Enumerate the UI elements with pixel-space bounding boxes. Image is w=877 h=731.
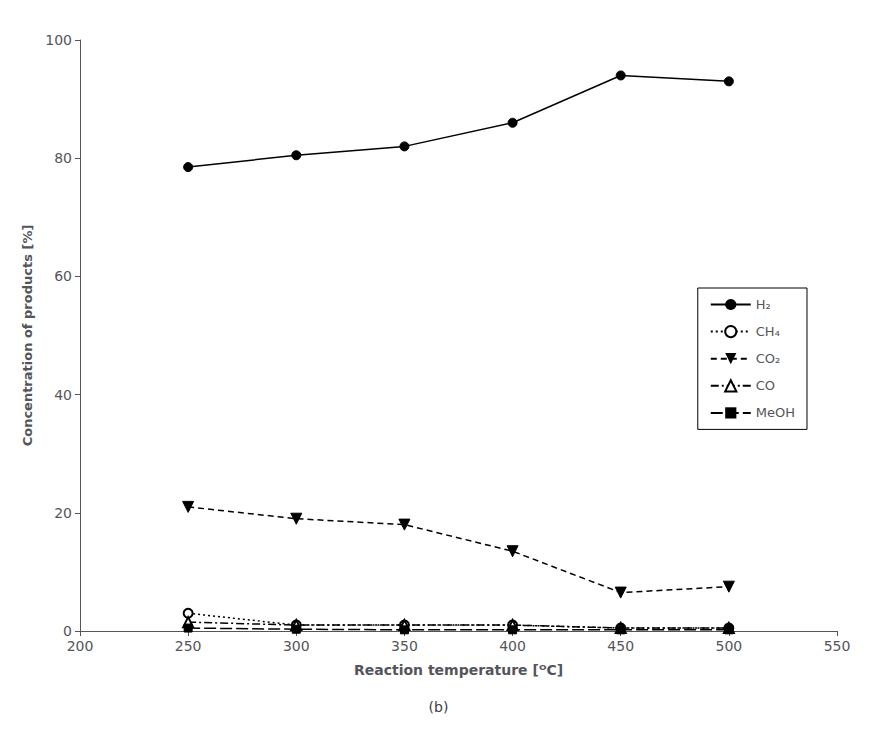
svg-text:200: 200 bbox=[67, 638, 94, 654]
svg-text:60: 60 bbox=[54, 268, 72, 284]
svg-text:CH₄: CH₄ bbox=[756, 324, 780, 339]
svg-text:100: 100 bbox=[45, 32, 72, 48]
svg-text:0: 0 bbox=[63, 623, 72, 639]
svg-text:Concentration of products [%]: Concentration of products [%] bbox=[20, 225, 35, 447]
svg-text:CO: CO bbox=[756, 378, 775, 393]
svg-text:40: 40 bbox=[54, 387, 72, 403]
svg-text:MeOH: MeOH bbox=[756, 405, 795, 420]
svg-text:H₂: H₂ bbox=[756, 297, 771, 312]
svg-text:80: 80 bbox=[54, 150, 72, 166]
svg-text:450: 450 bbox=[607, 638, 634, 654]
svg-text:500: 500 bbox=[715, 638, 742, 654]
svg-text:550: 550 bbox=[824, 638, 851, 654]
svg-text:350: 350 bbox=[391, 638, 418, 654]
svg-text:20: 20 bbox=[54, 505, 72, 521]
svg-text:(b): (b) bbox=[429, 699, 449, 715]
svg-text:300: 300 bbox=[283, 638, 310, 654]
svg-text:CO₂: CO₂ bbox=[756, 351, 781, 366]
svg-text:Reaction temperature [ᴼC]: Reaction temperature [ᴼC] bbox=[354, 662, 563, 678]
svg-text:400: 400 bbox=[499, 638, 526, 654]
svg-text:250: 250 bbox=[175, 638, 202, 654]
